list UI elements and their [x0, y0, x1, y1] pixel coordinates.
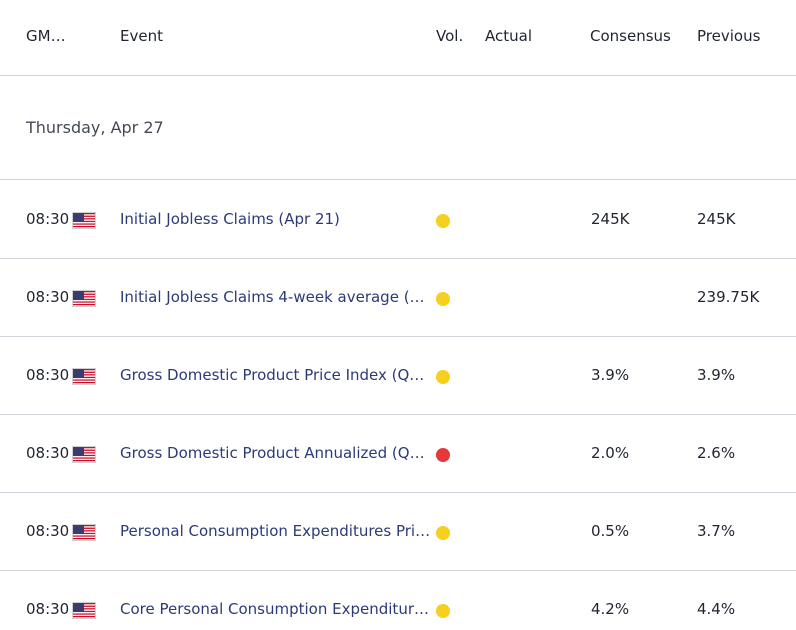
event-consensus: 245K — [591, 210, 630, 228]
us-flag-icon — [72, 524, 96, 541]
volatility-indicator-icon — [436, 526, 450, 540]
event-time: 08:30 — [26, 600, 70, 618]
event-time: 08:30 — [26, 366, 70, 384]
event-name-link[interactable]: Gross Domestic Product Price Index (Q1)… — [120, 366, 432, 384]
column-header-actual[interactable]: Actual — [485, 27, 532, 45]
event-time: 08:30 — [26, 210, 70, 228]
date-group-row: Thursday, Apr 27 — [0, 77, 796, 180]
volatility-indicator-icon — [436, 448, 450, 462]
date-group-label: Thursday, Apr 27 — [26, 118, 164, 137]
column-header-time[interactable]: GM… — [26, 27, 66, 45]
column-header-consensus[interactable]: Consensus — [590, 27, 671, 45]
us-flag-icon — [72, 290, 96, 307]
event-name-link[interactable]: Initial Jobless Claims 4-week average (… — [120, 288, 425, 306]
event-previous: 245K — [697, 210, 736, 228]
event-previous: 239.75K — [697, 288, 760, 306]
column-header-vol[interactable]: Vol. — [436, 27, 464, 45]
event-time: 08:30 — [26, 522, 70, 540]
event-time: 08:30 — [26, 444, 70, 462]
event-previous: 2.6% — [697, 444, 736, 462]
event-consensus: 3.9% — [591, 366, 630, 384]
event-previous: 3.9% — [697, 366, 736, 384]
event-name-link[interactable]: Initial Jobless Claims (Apr 21) — [120, 210, 340, 228]
event-previous: 3.7% — [697, 522, 736, 540]
event-row[interactable]: 08:30 Core Personal Consumption Expendit… — [0, 571, 796, 630]
column-header-previous[interactable]: Previous — [697, 27, 761, 45]
event-row[interactable]: 08:30 Personal Consumption Expenditures … — [0, 493, 796, 571]
event-name-link[interactable]: Gross Domestic Product Annualized (Q1… — [120, 444, 432, 462]
event-time: 08:30 — [26, 288, 70, 306]
us-flag-icon — [72, 368, 96, 385]
event-row[interactable]: 08:30 Gross Domestic Product Price Index… — [0, 337, 796, 415]
event-row[interactable]: 08:30 Initial Jobless Claims (Apr 21) 24… — [0, 181, 796, 259]
event-row[interactable]: 08:30 Gross Domestic Product Annualized … — [0, 415, 796, 493]
volatility-indicator-icon — [436, 370, 450, 384]
event-previous: 4.4% — [697, 600, 736, 618]
volatility-indicator-icon — [436, 292, 450, 306]
us-flag-icon — [72, 602, 96, 619]
table-header: GM… Event Vol. Actual Consensus Previous — [0, 0, 796, 76]
volatility-indicator-icon — [436, 604, 450, 618]
event-consensus: 0.5% — [591, 522, 630, 540]
event-consensus: 2.0% — [591, 444, 630, 462]
event-name-link[interactable]: Core Personal Consumption Expenditur… — [120, 600, 429, 618]
us-flag-icon — [72, 446, 96, 463]
volatility-indicator-icon — [436, 214, 450, 228]
event-row[interactable]: 08:30 Initial Jobless Claims 4-week aver… — [0, 259, 796, 337]
event-consensus: 4.2% — [591, 600, 630, 618]
column-header-event[interactable]: Event — [120, 27, 163, 45]
us-flag-icon — [72, 212, 96, 229]
event-name-link[interactable]: Personal Consumption Expenditures Pri… — [120, 522, 431, 540]
